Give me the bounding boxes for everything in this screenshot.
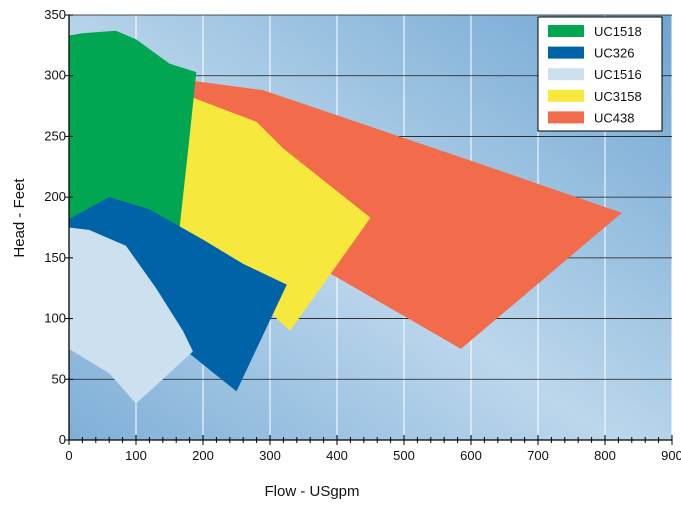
series-uc1516-area: [69, 227, 193, 404]
y-tick-label: 150: [44, 250, 66, 265]
legend-swatch-uc3158: [548, 89, 584, 102]
legend-swatch-uc1518: [548, 25, 584, 37]
legend-swatch-uc326: [548, 46, 584, 59]
legend-swatch-uc438: [548, 111, 584, 124]
y-tick-label: 250: [44, 128, 66, 143]
axes: 0 100 200 300 400 500 600 700 800 900 0 50 100 150 200…: [44, 7, 681, 463]
x-tick-label: 900: [661, 448, 681, 463]
y-tick-label: 100: [44, 311, 66, 326]
legend-label-uc3158: UC3158: [594, 89, 642, 104]
legend-label-uc1518: UC1518: [594, 24, 642, 39]
legend-label-uc1516: UC1516: [594, 67, 642, 82]
x-tick-label: 200: [192, 448, 214, 463]
x-tick-label: 800: [594, 448, 616, 463]
x-axis-title: Flow - USgpm: [264, 483, 359, 500]
y-tick-label: 300: [44, 68, 66, 83]
legend-swatch-uc1516: [548, 68, 584, 81]
legend-label-uc438: UC438: [594, 110, 634, 125]
x-tick-label: 300: [259, 448, 281, 463]
x-tick-label: 600: [460, 448, 482, 463]
series-uc1518-area: [69, 30, 197, 228]
x-tick-label: 500: [393, 448, 415, 463]
y-tick-label: 50: [52, 371, 66, 386]
x-tick-label: 100: [125, 448, 147, 463]
y-tick-label: 350: [44, 7, 66, 22]
legend: UC1518 UC326 UC1516 UC3158 UC438: [537, 16, 663, 132]
y-axis-title: Head - Feet: [11, 178, 28, 258]
x-tick-label: 0: [65, 448, 72, 463]
series-layer: [69, 30, 622, 404]
x-tick-label: 700: [527, 448, 549, 463]
y-tick-label: 0: [59, 432, 66, 447]
y-tick-label: 200: [44, 189, 66, 204]
x-tick-label: 400: [326, 448, 348, 463]
legend-label-uc326: UC326: [594, 46, 634, 61]
